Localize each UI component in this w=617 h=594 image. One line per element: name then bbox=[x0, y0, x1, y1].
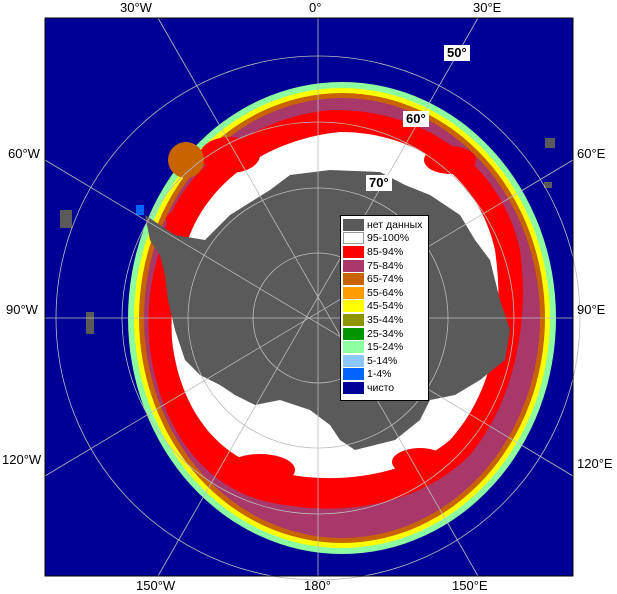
ice-patch-orange bbox=[168, 142, 204, 178]
legend-item: 5-14% bbox=[343, 354, 428, 368]
legend-label: 35-44% bbox=[367, 313, 404, 326]
land-no-data bbox=[544, 182, 552, 188]
legend-item: 15-24% bbox=[343, 340, 428, 354]
meridian-line bbox=[44, 159, 574, 477]
land-no-data bbox=[545, 138, 555, 148]
legend-item: 1-4% bbox=[343, 368, 428, 382]
legend-label: 15-24% bbox=[367, 341, 404, 354]
lon-label-0: 0° bbox=[309, 0, 322, 15]
legend-item: 65-74% bbox=[343, 272, 428, 286]
legend-swatch bbox=[343, 313, 364, 326]
legend-label: 25-34% bbox=[367, 327, 404, 340]
legend-swatch bbox=[343, 286, 364, 299]
antarctica-no-data bbox=[240, 260, 360, 380]
lat-label-60: 60° bbox=[403, 111, 429, 127]
legend-swatch bbox=[343, 341, 364, 354]
legend-swatch bbox=[343, 218, 364, 231]
legend-label: 1-4% bbox=[367, 368, 392, 381]
legend-swatch bbox=[343, 354, 364, 367]
legend-item: 95-100% bbox=[343, 232, 428, 246]
legend-label: нет данных bbox=[367, 218, 423, 231]
legend-label: 45-54% bbox=[367, 300, 404, 313]
legend-swatch bbox=[343, 381, 364, 394]
legend-item: 85-94% bbox=[343, 245, 428, 259]
legend-label: 65-74% bbox=[367, 273, 404, 286]
legend-item: 25-34% bbox=[343, 327, 428, 341]
map-frame bbox=[44, 17, 574, 577]
land-no-data bbox=[60, 210, 72, 228]
legend-swatch bbox=[343, 368, 364, 381]
lon-label-30e: 30°E bbox=[473, 0, 502, 15]
lon-label-60w: 60°W bbox=[8, 146, 40, 161]
legend-swatch bbox=[343, 273, 364, 286]
land-no-data bbox=[86, 312, 94, 334]
legend-label: 85-94% bbox=[367, 245, 404, 258]
legend-label: 95-100% bbox=[367, 232, 410, 245]
legend-swatch bbox=[343, 259, 364, 272]
legend-label: 5-14% bbox=[367, 354, 398, 367]
ice-patch bbox=[166, 210, 194, 230]
ice-patch bbox=[392, 448, 448, 476]
lon-label-120w: 120°W bbox=[2, 452, 42, 467]
legend-swatch bbox=[343, 245, 364, 258]
lon-label-150w: 150°W bbox=[136, 578, 176, 593]
lon-label-90w: 90°W bbox=[6, 302, 38, 317]
ice-patch bbox=[200, 137, 260, 173]
legend-item: нет данных bbox=[343, 218, 428, 232]
legend-label: 55-64% bbox=[367, 286, 404, 299]
ice-patch bbox=[424, 146, 476, 174]
lon-label-60e: 60°E bbox=[577, 146, 606, 161]
legend-swatch bbox=[343, 232, 364, 245]
lon-label-90e: 90°E bbox=[577, 302, 606, 317]
ice-patch bbox=[225, 454, 295, 486]
land-no-data bbox=[136, 205, 144, 215]
lon-label-120e: 120°E bbox=[577, 456, 613, 471]
legend: нет данных 95-100% 85-94% 75-84% 65-74% 55-64… bbox=[340, 215, 429, 401]
lat-label-50: 50° bbox=[444, 45, 470, 61]
lon-label-30w: 30°W bbox=[120, 0, 152, 15]
lat-label-70: 70° bbox=[366, 175, 392, 191]
legend-swatch bbox=[343, 327, 364, 340]
legend-item: 55-64% bbox=[343, 286, 428, 300]
lon-label-180: 180° bbox=[304, 578, 331, 593]
legend-item: 45-54% bbox=[343, 300, 428, 314]
legend-label: 75-84% bbox=[367, 259, 404, 272]
legend-label: чисто bbox=[367, 381, 395, 394]
legend-swatch bbox=[343, 300, 364, 313]
legend-item: 35-44% bbox=[343, 313, 428, 327]
lon-label-150e: 150°E bbox=[452, 578, 488, 593]
legend-item: чисто bbox=[343, 381, 428, 395]
legend-item: 75-84% bbox=[343, 259, 428, 273]
